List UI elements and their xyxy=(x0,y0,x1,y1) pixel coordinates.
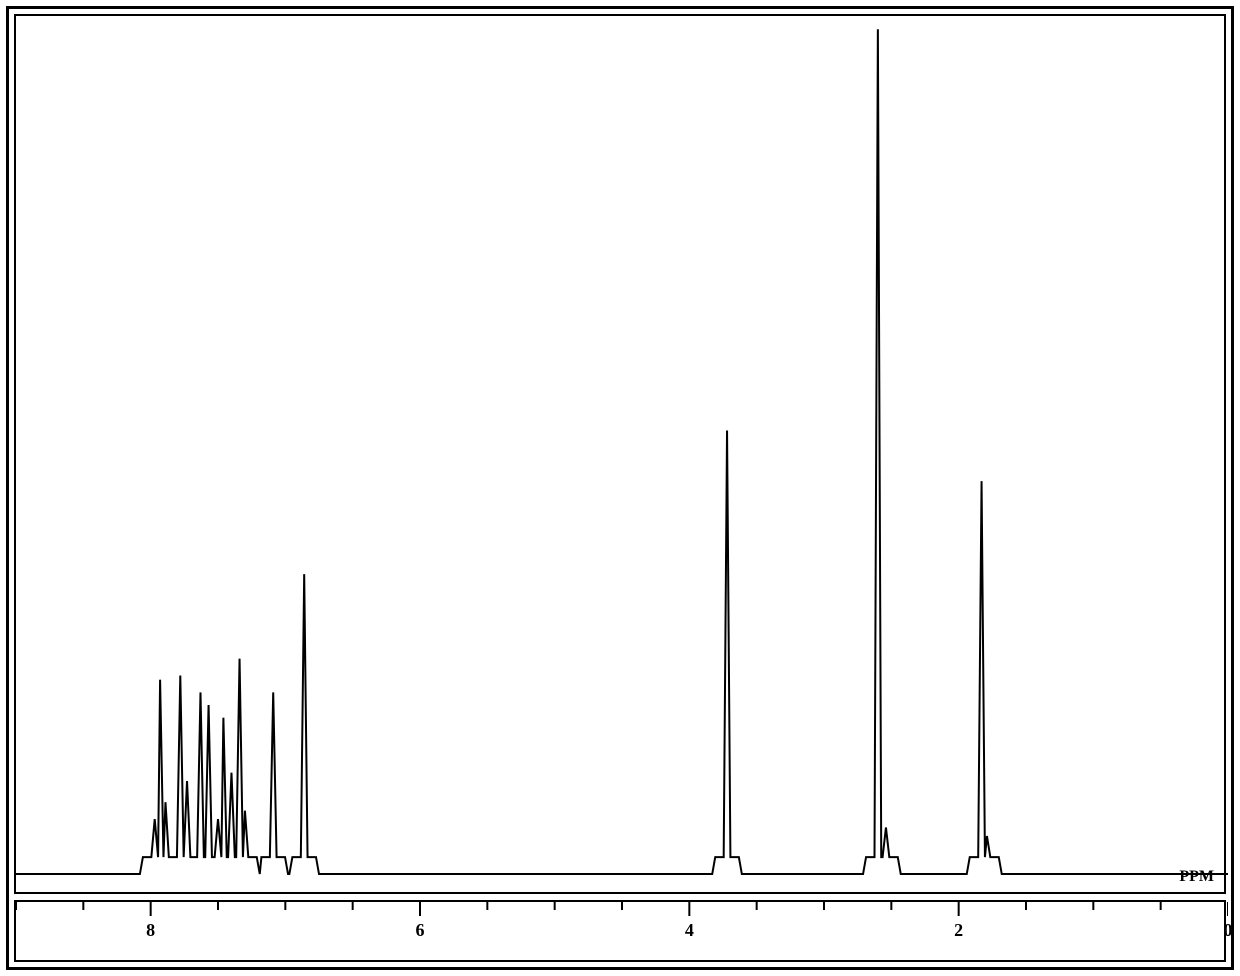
spectrum-plot-frame: PPM xyxy=(14,14,1226,894)
axis-tick-label: 2 xyxy=(954,920,963,941)
axis-tick-label: 6 xyxy=(416,920,425,941)
axis-unit-label: PPM xyxy=(1179,868,1214,886)
axis-tick-label: 4 xyxy=(685,920,694,941)
x-axis-frame: 02468 xyxy=(14,900,1226,962)
spectrum-svg xyxy=(16,16,1228,896)
nmr-spectrum-line xyxy=(16,29,1228,874)
axis-tick-label: 8 xyxy=(146,920,155,941)
axis-tick-label: 0 xyxy=(1224,920,1233,941)
axis-svg xyxy=(16,902,1228,964)
